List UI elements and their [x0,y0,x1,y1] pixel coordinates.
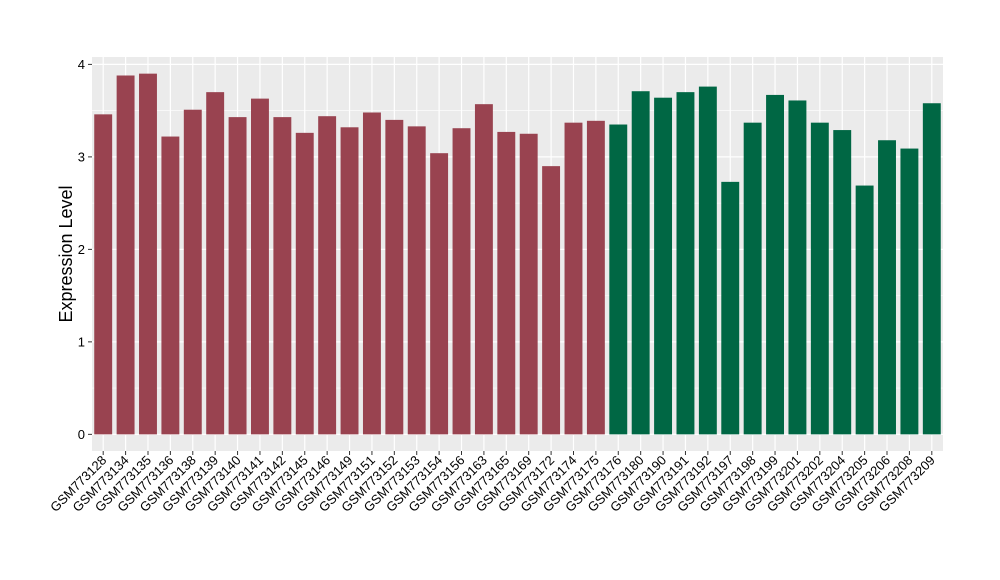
bar [407,126,426,435]
y-tick-label: 1 [78,334,85,349]
bars [94,73,941,435]
bar [833,130,852,435]
bar [497,131,516,435]
y-tick-label: 4 [78,57,85,72]
bar [721,181,740,435]
bar [654,97,673,435]
bar [385,119,404,435]
y-axis: 0 1 2 3 4 [78,57,92,442]
bar [452,128,471,435]
bar [564,122,583,435]
y-tick-label: 0 [78,427,85,442]
bar [788,100,807,435]
bar [139,73,157,435]
bar [206,92,225,435]
y-axis-title: Expression Level [56,185,76,322]
bar [855,185,874,435]
x-axis: GSM773128GSM773134GSM773135GSM773136GSM7… [47,451,938,515]
bar [698,86,717,435]
bar [340,127,359,435]
bar [116,75,135,435]
bar [766,94,784,435]
bar [295,132,314,435]
bar [519,133,538,435]
bar [676,92,695,435]
bar [251,98,269,435]
bar [631,91,650,435]
y-tick-label: 3 [78,149,85,164]
bar [878,140,896,435]
bar [922,103,941,435]
bar [474,104,493,435]
bar [609,124,628,435]
bar [900,148,919,435]
bar [362,112,381,435]
bar [273,117,292,435]
bar [183,109,202,435]
bar [161,136,180,435]
bar [94,114,113,435]
bar [586,120,605,435]
bar [228,117,247,435]
bar [542,166,561,435]
bar [430,153,449,435]
bar [743,122,762,435]
bar [318,116,337,435]
y-tick-label: 2 [78,242,85,257]
bar [810,122,829,435]
